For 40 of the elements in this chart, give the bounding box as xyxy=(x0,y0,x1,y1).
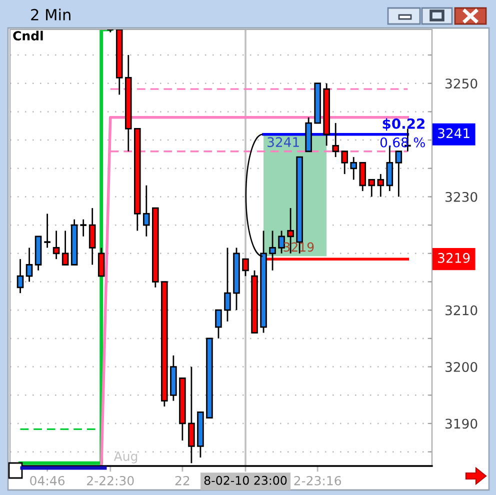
x-tick-label: 8-02-10 23:00 xyxy=(204,476,287,485)
candlestick xyxy=(79,218,88,238)
candlestick xyxy=(332,122,339,158)
x-tick-label: 2-23:16 xyxy=(294,476,342,486)
text: 3219 xyxy=(438,252,470,263)
y-tick-label: 3250 xyxy=(446,78,478,89)
candlestick xyxy=(278,230,285,254)
candlestick xyxy=(395,150,402,198)
candlestick xyxy=(62,230,69,266)
candlestick xyxy=(98,247,105,277)
candlestick xyxy=(341,150,348,175)
candlestick xyxy=(52,230,60,260)
annotation: Aug xyxy=(114,452,138,464)
x-tick-label: 2-22:30 xyxy=(87,476,134,486)
chart-title: 2 Min xyxy=(31,8,70,20)
candlestick xyxy=(359,162,366,192)
candlestick xyxy=(224,247,231,322)
y-tick-label: 3200 xyxy=(446,362,478,372)
candlestick xyxy=(26,247,33,282)
y-tick-label: 3210 xyxy=(446,305,478,316)
y-tick-label: 3190 xyxy=(446,418,478,429)
annotation: Cndl xyxy=(13,30,43,40)
candlestick xyxy=(377,173,384,198)
candlestick xyxy=(143,184,150,238)
candlestick xyxy=(43,213,52,248)
candlestick xyxy=(88,207,96,266)
candlestick xyxy=(242,258,249,277)
x-tick-label: 04:46 xyxy=(30,476,65,486)
candlestick xyxy=(16,258,24,294)
candlestick xyxy=(106,30,114,34)
candlestick xyxy=(215,309,222,340)
text: 3241 xyxy=(438,128,470,138)
annotation: $0.22 xyxy=(382,118,424,131)
y-tick-label: 3230 xyxy=(446,192,478,202)
x-tick-label: 22 xyxy=(175,476,190,486)
candlestick xyxy=(350,156,358,180)
series-label: 3241 xyxy=(268,137,299,148)
candlestick xyxy=(188,366,195,464)
candlestick xyxy=(368,179,376,198)
candlestick xyxy=(269,230,276,272)
